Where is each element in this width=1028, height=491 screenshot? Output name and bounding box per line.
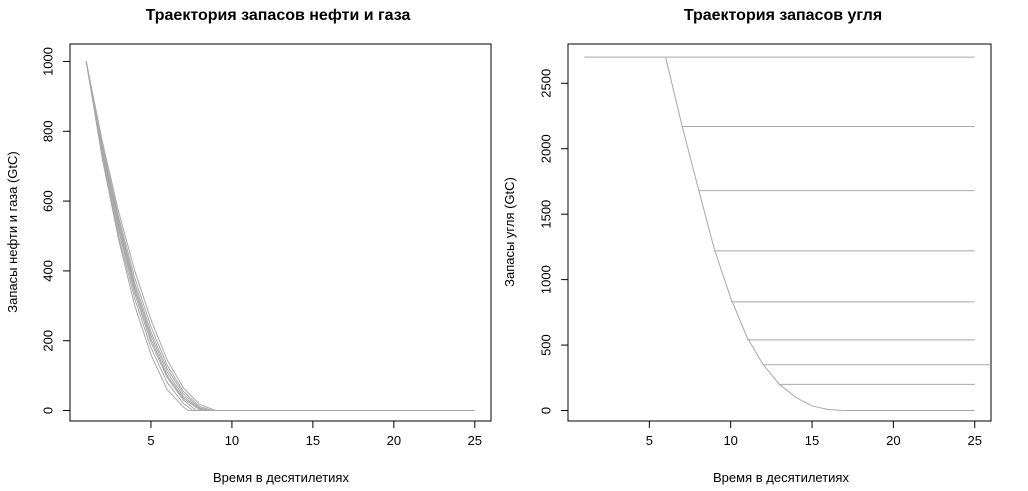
oil-gas-x-tick-label: 20 bbox=[387, 433, 401, 448]
oil-gas-series-line-4 bbox=[85, 61, 475, 412]
oil-gas-y-tick-label: 800 bbox=[41, 120, 56, 142]
coal-panel: Траектория запасов угля Время в десятиле… bbox=[502, 7, 992, 485]
oil-gas-y-tick-label: 200 bbox=[41, 330, 56, 352]
oil-gas-series-line-8 bbox=[85, 61, 475, 412]
coal-x-tick-label: 25 bbox=[967, 433, 981, 448]
oil-gas-plot-frame bbox=[69, 43, 492, 422]
oil-gas-y-axis: 0 200 400 600 800 1000 bbox=[41, 47, 71, 414]
coal-x-tick-label: 20 bbox=[886, 433, 900, 448]
oil-gas-panel: Траектория запасов нефти и газа Время в … bbox=[5, 7, 492, 485]
coal-y-tick-label: 2000 bbox=[539, 134, 554, 163]
oil-gas-series-line-2 bbox=[85, 61, 475, 412]
coal-y-axis: 0 500 1000 1500 2000 2500 bbox=[539, 69, 569, 414]
coal-series-line-2 bbox=[665, 56, 975, 412]
oil-gas-x-tick-label: 25 bbox=[468, 433, 482, 448]
coal-y-axis-label: Запасы угля (GtC) bbox=[502, 177, 517, 287]
oil-gas-y-tick-label: 400 bbox=[41, 260, 56, 282]
oil-gas-x-axis-label: Время в десятилетиях bbox=[213, 470, 349, 485]
oil-gas-y-tick-label: 0 bbox=[41, 407, 56, 414]
coal-x-tick-label: 15 bbox=[805, 433, 819, 448]
oil-gas-series-line-3 bbox=[85, 61, 475, 412]
oil-gas-chart-title: Траектория запасов нефти и газа bbox=[146, 7, 411, 24]
oil-gas-series-lines bbox=[85, 61, 475, 412]
coal-chart-title: Траектория запасов угля bbox=[684, 7, 882, 24]
oil-gas-series-line-7 bbox=[85, 61, 475, 412]
coal-y-tick-label: 2500 bbox=[539, 69, 554, 98]
oil-gas-series-line-5 bbox=[85, 61, 475, 412]
coal-series-lines bbox=[584, 56, 991, 412]
coal-x-tick-label: 5 bbox=[646, 433, 653, 448]
oil-gas-x-tick-label: 15 bbox=[306, 433, 320, 448]
coal-x-axis: 5 10 15 20 25 bbox=[646, 420, 982, 448]
oil-gas-y-tick-label: 600 bbox=[41, 190, 56, 212]
oil-gas-x-axis: 5 10 15 20 25 bbox=[147, 420, 482, 448]
oil-gas-x-tick-label: 10 bbox=[225, 433, 239, 448]
coal-y-tick-label: 0 bbox=[539, 407, 554, 414]
oil-gas-x-tick-label: 5 bbox=[147, 433, 154, 448]
oil-gas-series-line-1 bbox=[85, 61, 475, 412]
oil-gas-series-line-6 bbox=[85, 61, 475, 412]
oil-gas-y-axis-label: Запасы нефти и газа (GtC) bbox=[5, 151, 20, 312]
coal-y-tick-label: 1500 bbox=[539, 200, 554, 229]
coal-x-axis-label: Время в десятилетиях bbox=[713, 470, 849, 485]
coal-y-tick-label: 1000 bbox=[539, 265, 554, 294]
oil-gas-y-tick-label: 1000 bbox=[41, 47, 56, 76]
coal-y-tick-label: 500 bbox=[539, 334, 554, 356]
coal-x-tick-label: 10 bbox=[723, 433, 737, 448]
